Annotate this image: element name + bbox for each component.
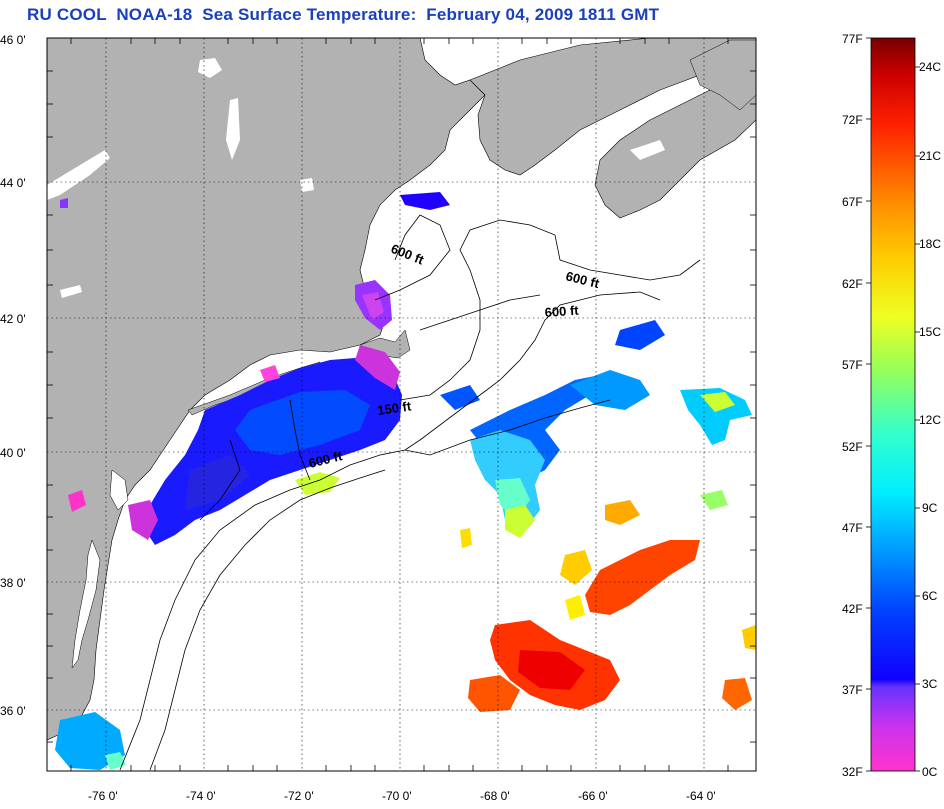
frame-ticks <box>47 38 756 771</box>
contour-label: 150 ft <box>376 398 412 418</box>
lon-label: -66 0' <box>578 789 608 803</box>
chesapeake-bay <box>71 539 101 669</box>
delaware-bay <box>109 469 129 511</box>
lon-label: -74 0' <box>186 789 216 803</box>
lon-label: -68 0' <box>480 789 510 803</box>
lon-label: -64 0' <box>686 789 716 803</box>
colorbar-f-label: 67F <box>842 195 863 209</box>
map-title: RU COOL NOAA-18 Sea Surface Temperature:… <box>27 5 660 24</box>
colorbar-c-label: 15C <box>919 325 941 339</box>
colorbar-c-label: 24C <box>919 60 941 74</box>
colorbar-f-label: 42F <box>842 602 863 616</box>
colorbar-f-label: 57F <box>842 358 863 372</box>
land-cape-breton <box>689 39 756 111</box>
colorbar-c-label: 21C <box>919 149 941 163</box>
lat-label: 46 0' <box>0 33 26 47</box>
colorbar-c-label: 3C <box>922 677 938 691</box>
lat-label: 38 0' <box>0 576 26 590</box>
sst-gulf-stream <box>585 540 700 615</box>
colorbar-c-label: 12C <box>919 413 941 427</box>
colorbar-c-label: 18C <box>919 237 941 251</box>
land-nova-scotia <box>469 38 756 219</box>
colorbar-ticks <box>866 37 920 772</box>
colorbar-f-label: 62F <box>842 277 863 291</box>
colorbar-f-label: 72F <box>842 113 863 127</box>
contour-label: 600 ft <box>544 303 580 320</box>
lon-label: -76 0' <box>88 789 118 803</box>
lat-lon-grid <box>47 38 756 771</box>
colorbar-f-label: 77F <box>842 32 863 46</box>
lat-label: 44 0' <box>0 176 26 190</box>
colorbar <box>870 37 916 772</box>
colorbar-c-label: 6C <box>922 589 938 603</box>
map-frame <box>46 37 757 772</box>
colorbar-f-label: 47F <box>842 521 863 535</box>
lat-label: 40 0' <box>0 446 26 460</box>
colorbar-f-label: 37F <box>842 683 863 697</box>
colorbar-c-label: 0C <box>922 765 938 779</box>
lat-label: 36 0' <box>0 704 26 718</box>
colorbar-c-label: 9C <box>922 501 938 515</box>
sst-near-zero-coastal <box>128 500 158 540</box>
lon-label: -72 0' <box>284 789 314 803</box>
lon-label: -70 0' <box>382 789 412 803</box>
colorbar-f-label: 32F <box>842 765 863 779</box>
colorbar-f-label: 52F <box>842 440 863 454</box>
land-mainland <box>47 38 486 741</box>
bathymetry-contours <box>119 214 701 771</box>
lat-label: 42 0' <box>0 312 26 326</box>
